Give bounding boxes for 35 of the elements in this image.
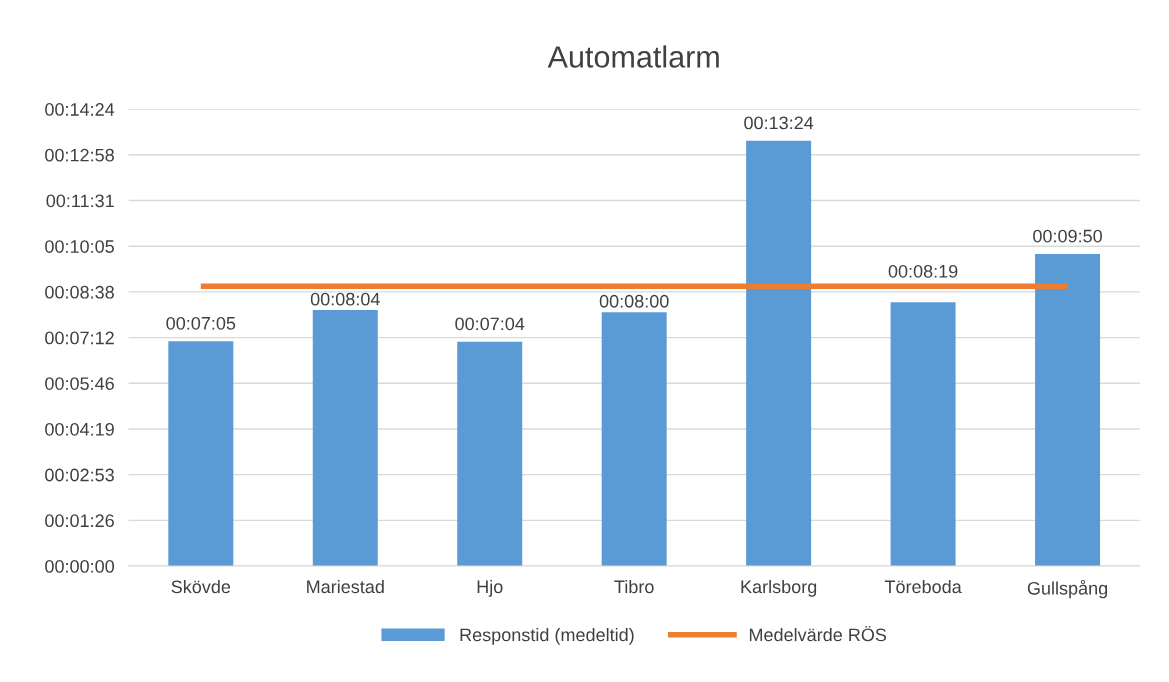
x-tick-label: Skövde: [171, 579, 231, 594]
data-label: 00:07:05: [166, 316, 236, 330]
bar: [168, 341, 234, 567]
y-tick-label: 00:07:12: [45, 331, 114, 345]
y-tick-label: 00:08:38: [45, 285, 114, 299]
data-label: 00:08:00: [599, 294, 669, 308]
y-tick-label: 00:11:31: [46, 194, 114, 208]
x-tick-label: Tibro: [614, 579, 654, 594]
y-tick-label: 00:00:00: [45, 559, 114, 573]
bar: [601, 312, 667, 567]
x-tick-label: Gullspång: [1027, 579, 1108, 599]
data-label: 00:13:24: [744, 116, 814, 130]
y-tick-label: 00:05:46: [45, 377, 114, 390]
bar: [457, 341, 523, 567]
y-tick-label: 00:02:53: [45, 468, 114, 482]
bar: [1035, 254, 1101, 567]
y-tick-label: 00:01:26: [45, 514, 114, 528]
y-tick-label: 00:04:19: [45, 422, 114, 436]
data-label: 00:08:19: [888, 264, 958, 278]
legend-label: Medelvärde RÖS: [749, 625, 887, 642]
bar: [312, 310, 378, 567]
x-tick-label: Hjo: [477, 579, 503, 597]
x-tick-label: Mariestad: [307, 579, 384, 594]
legend-label: Responstid (medeltid): [460, 628, 634, 645]
bar: [746, 140, 812, 567]
x-tick-label: Töreboda: [884, 579, 962, 594]
y-tick-label: 00:12:58: [45, 148, 114, 162]
y-tick-label: 00:10:05: [45, 240, 114, 253]
data-label: 00:08:04: [310, 292, 380, 306]
data-label: 00:07:04: [455, 317, 525, 331]
x-tick-label: Karlsborg: [741, 579, 817, 597]
bar: [890, 302, 956, 567]
chart-title: Automatlarm: [547, 45, 719, 68]
data-label: 00:09:50: [1033, 229, 1102, 243]
y-tick-label: 00:14:24: [45, 103, 115, 116]
